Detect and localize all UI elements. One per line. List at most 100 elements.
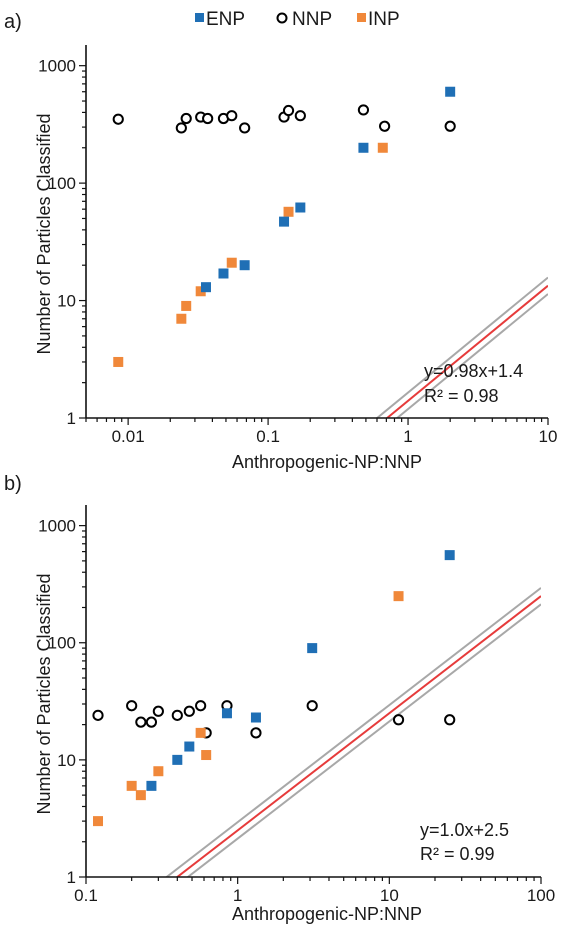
chart-a-xlabel: Anthropogenic-NP:NNP [232,452,422,472]
chart-a-point-enp [200,282,211,293]
chart-a-point-inp [113,356,124,367]
legend-enp-marker [195,13,204,22]
chart-a-point-nnp [239,122,251,134]
chart-a-x-tick-label: 10 [539,427,558,446]
chart-b-series-nnp [92,700,456,739]
chart-a-equation: y=0.98x+1.4 [424,361,523,381]
chart-b-r-squared: R² = 0.99 [420,844,495,864]
chart-b-x-tick-label: 10 [380,886,399,905]
chart-b-point-nnp [183,705,195,717]
chart-a-ci-lower [395,293,548,418]
chart-a: 0.01 0.1 1 10 1 10 100 1000 [38,45,558,446]
chart-b-point-enp [172,754,183,765]
chart-b-y-tick-label: 10 [57,751,76,770]
chart-b-point-enp [250,712,261,723]
chart-b-point-enp [307,643,318,654]
chart-b-series-inp [93,591,404,827]
chart-a-point-enp [358,142,369,153]
chart-b-point-inp [93,816,104,827]
chart-b-ci-lower [186,603,541,877]
chart-b-point-enp [184,741,195,752]
chart-a-point-enp [218,268,229,279]
chart-b-point-nnp [171,709,183,721]
chart-a-point-inp [377,142,388,153]
chart-b-xlabel: Anthropogenic-NP:NNP [232,904,422,924]
legend-enp-label: ENP [206,9,245,30]
chart-b-y-tick-label: 1000 [38,517,76,536]
chart-a-y-tick-label: 100 [48,174,76,193]
chart-a-ylabel: Number of Particles Classified [34,113,54,354]
chart-b-point-nnp [135,716,147,728]
chart-b-point-nnp [152,705,164,717]
chart-a-point-enp [239,260,250,271]
legend-nnp-marker [276,12,288,24]
chart-b-point-nnp [145,716,158,728]
chart-b-point-nnp [392,714,405,726]
chart-a-point-inp [195,286,206,297]
chart-b-x-tick-label: 0.1 [74,886,98,905]
chart-a-point-nnp [444,120,456,132]
chart-b-point-enp [146,780,157,791]
chart-b-point-inp [153,766,164,777]
chart-b-y-tick-label: 1 [67,868,76,887]
chart-a-point-enp [295,202,306,213]
chart-a-point-nnp [112,113,124,125]
chart-b-point-nnp [195,700,207,712]
chart-b-ylabel: Number of Particles Classified [34,573,54,814]
chart-a-fit-line [385,284,548,418]
chart-b-point-enp [444,550,455,561]
chart-a-point-nnp [357,104,370,116]
chart-a-x-tick-label: 1 [403,427,412,446]
chart-b-ci-upper [165,587,541,877]
chart-a-x-tick-label: 0.01 [112,427,145,446]
chart-b-point-inp [135,790,146,801]
chart-b-x-tick-label: 1 [233,886,242,905]
chart-a-point-nnp [175,122,187,134]
chart-b-x-tick-label: 100 [527,886,555,905]
chart-a-point-nnp [202,112,214,125]
chart-a-point-nnp [294,110,306,122]
legend: ENP NNP INP [195,9,400,30]
legend-inp-label: INP [368,9,400,30]
chart-a-ci-upper [375,276,548,418]
chart-b-point-nnp [126,700,138,712]
chart-b-equation: y=1.0x+2.5 [420,820,509,840]
chart-b-y-tick-label: 100 [48,634,76,653]
chart-a-y-tick-label: 1 [67,409,76,428]
chart-a-y-tick-label: 10 [57,292,76,311]
chart-a-point-inp [226,257,237,268]
chart-a-point-inp [181,300,192,311]
chart-a-series-inp [113,142,388,367]
chart-a-point-nnp [282,104,295,117]
chart-a-point-nnp [226,110,238,122]
panel-a-label: a) [4,11,22,33]
chart-b-fit-line [175,595,541,877]
chart-a-series-nnp [112,104,456,134]
chart-a-point-enp [279,216,290,227]
chart-a-point-inp [176,313,187,324]
chart-b-point-inp [201,750,212,761]
chart-a-point-inp [283,206,294,217]
chart-b-point-nnp [250,727,262,739]
chart-b-point-enp [221,708,232,719]
chart-b-point-nnp [92,709,104,721]
chart-a-point-nnp [379,120,391,132]
chart-a-x-tick-label: 0.1 [256,427,280,446]
panel-b-label: b) [4,473,22,495]
chart-b-point-nnp [306,700,318,712]
chart-a-r-squared: R² = 0.98 [424,386,499,406]
legend-inp-marker [357,13,366,22]
chart-b-point-nnp [444,714,456,726]
chart-a-series-enp [200,86,456,293]
chart-b-point-inp [195,727,206,738]
chart-b-fit-lines [165,587,541,877]
legend-nnp-label: NNP [292,9,332,30]
chart-a-point-nnp [180,112,192,125]
chart-a-fit-lines [375,276,548,418]
chart-a-point-enp [445,86,456,97]
chart-b-series-enp [146,550,455,791]
chart-b-point-inp [393,591,404,602]
chart-b-point-inp [126,780,137,791]
